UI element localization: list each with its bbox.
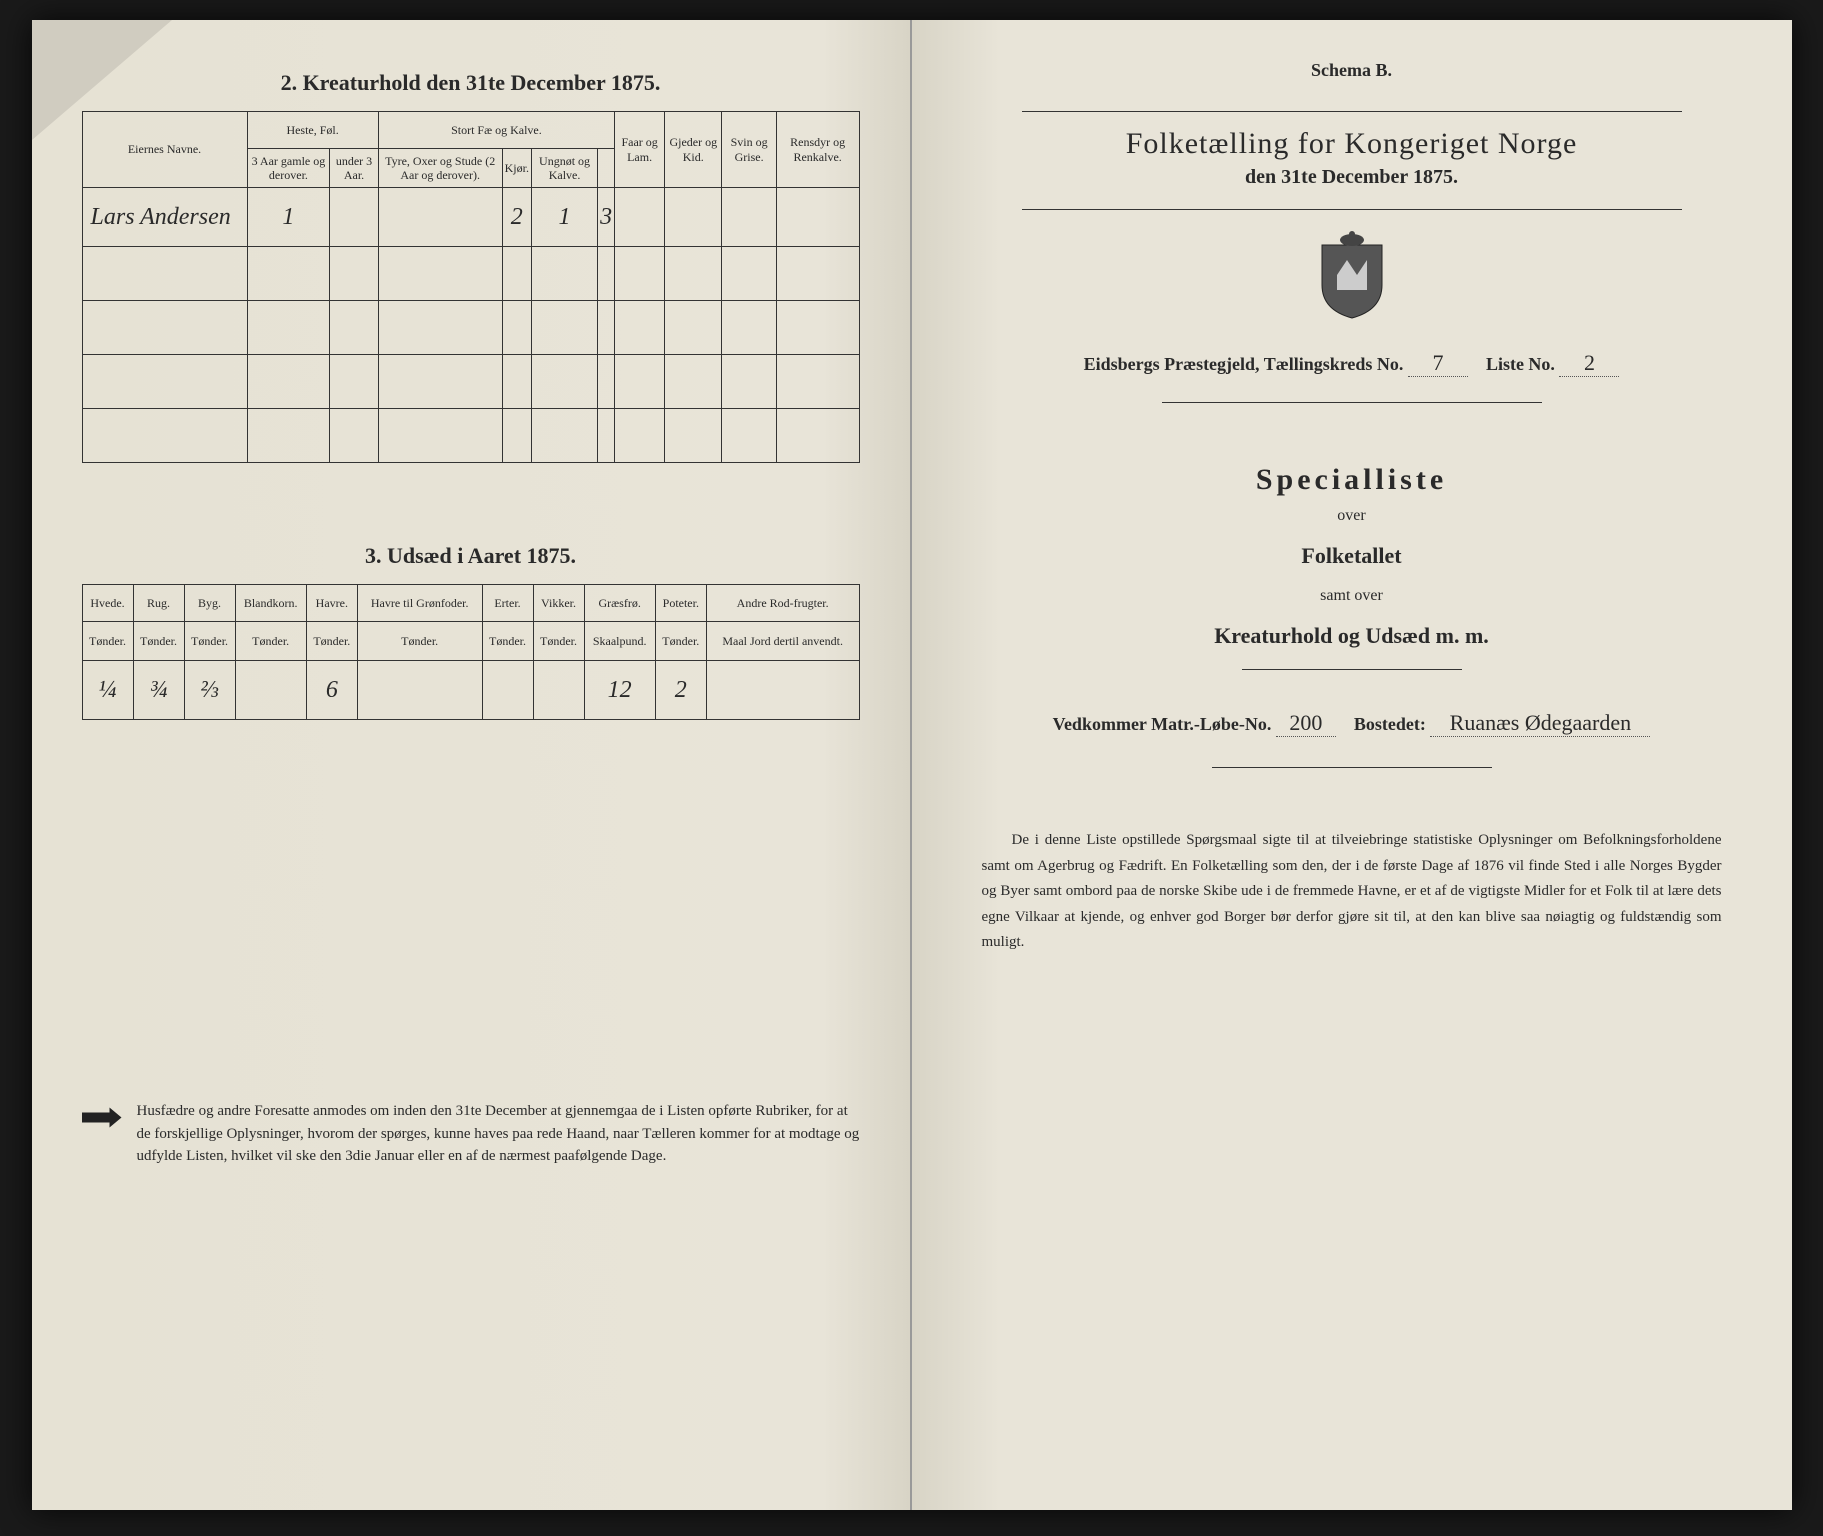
matr-line: Vedkommer Matr.-Løbe-No. 200 Bostedet: R… [962,710,1742,737]
t3u5: Tønder. [357,622,482,661]
t3u6: Tønder. [482,622,533,661]
sub-h6 [598,149,615,188]
cell-2 [378,188,502,247]
census-title: Folketælling for Kongeriget Norge [962,127,1742,161]
cell-5: 3 [598,188,615,247]
folketallet-label: Folketallet [962,543,1742,569]
parish-no: 7 [1408,350,1468,377]
t3h10: Andre Rod-frugter. [706,585,859,622]
census-date: den 31te December 1875. [962,166,1742,189]
rule-4 [1242,669,1462,670]
schema-label: Schema B. [962,60,1742,81]
t3u1: Tønder. [133,622,184,661]
left-footnote: Husfædre og andre Foresatte anmodes om i… [82,1100,860,1168]
t3u10: Maal Jord dertil anvendt. [706,622,859,661]
t3v10 [706,661,859,720]
rule-top [1022,111,1682,112]
t3h0: Hvede. [82,585,133,622]
t3v4: 6 [306,661,357,720]
col-goats: Gjeder og Kid. [665,112,722,188]
t3u7: Tønder. [533,622,584,661]
t3v6 [482,661,533,720]
table3-title: 3. Udsæd i Aaret 1875. [82,543,860,569]
samt-label: samt over [962,587,1742,605]
t3h1: Rug. [133,585,184,622]
t3v7 [533,661,584,720]
rule-2 [1022,209,1682,210]
pointing-hand-icon [82,1105,122,1130]
sub-h5: Ungnøt og Kalve. [531,149,597,188]
sub-h1: 3 Aar gamle og derover. [247,149,330,188]
parish-line: Eidsbergs Præstegjeld, Tællingskreds No.… [962,350,1742,377]
list-no: 2 [1559,350,1619,377]
rule-5 [1212,767,1492,768]
matr-label: Vedkommer Matr.-Løbe-No. [1053,714,1272,734]
owner-name-cell: Lars Andersen [82,188,247,247]
footnote-text: Husfædre og andre Foresatte anmodes om i… [137,1100,860,1168]
t3h6: Erter. [482,585,533,622]
matr-no: 200 [1276,710,1336,737]
t3h5: Havre til Grønfoder. [357,585,482,622]
left-page: 2. Kreaturhold den 31te December 1875. E… [32,20,912,1510]
parish-label: Eidsbergs Præstegjeld, Tællingskreds No. [1084,354,1404,374]
t3v8: 12 [584,661,655,720]
t3h7: Vikker. [533,585,584,622]
t3v1: ¾ [133,661,184,720]
bostedet-value: Ruanæs Ødegaarden [1430,710,1650,737]
t3v5 [357,661,482,720]
table2-title: 2. Kreaturhold den 31te December 1875. [82,70,860,96]
coat-of-arms-icon [962,230,1742,325]
cell-4: 1 [531,188,597,247]
sowing-table: Hvede. Rug. Byg. Blandkorn. Havre. Havre… [82,584,860,720]
col-group-horses: Heste, Føl. [247,112,378,149]
t3v2: ⅔ [184,661,235,720]
t3h4: Havre. [306,585,357,622]
kreatur-label: Kreaturhold og Udsæd m. m. [962,623,1742,649]
t3v9: 2 [655,661,706,720]
sub-h3: Tyre, Oxer og Stude (2 Aar og derover). [378,149,502,188]
specialliste-title: Specialliste [962,463,1742,497]
rule-3 [1162,402,1542,403]
cell-3: 2 [502,188,531,247]
t3v3 [235,661,306,720]
cell-7 [665,188,722,247]
col-group-cattle: Stort Fæ og Kalve. [378,112,614,149]
cell-9 [776,188,859,247]
sub-h2: under 3 Aar. [330,149,378,188]
bostedet-label: Bostedet: [1354,714,1426,734]
t3u2: Tønder. [184,622,235,661]
t3v0: ¼ [82,661,133,720]
over-label: over [962,507,1742,525]
col-pigs: Svin og Grise. [722,112,776,188]
cell-0: 1 [247,188,330,247]
t3h8: Græsfrø. [584,585,655,622]
list-label: Liste No. [1486,354,1555,374]
sub-h4: Kjør. [502,149,531,188]
folded-corner [32,20,172,140]
right-page: Schema B. Folketælling for Kongeriget No… [912,20,1792,1510]
t3u0: Tønder. [82,622,133,661]
document-spread: 2. Kreaturhold den 31te December 1875. E… [32,20,1792,1510]
t3h2: Byg. [184,585,235,622]
col-sheep: Faar og Lam. [615,112,665,188]
col-reindeer: Rensdyr og Renkalve. [776,112,859,188]
t3h9: Poteter. [655,585,706,622]
t3h3: Blandkorn. [235,585,306,622]
t3u9: Tønder. [655,622,706,661]
cell-1 [330,188,378,247]
cell-6 [615,188,665,247]
t3u8: Skaalpund. [584,622,655,661]
t3u3: Tønder. [235,622,306,661]
livestock-table: Eiernes Navne. Heste, Føl. Stort Fæ og K… [82,111,860,463]
cell-8 [722,188,776,247]
t3u4: Tønder. [306,622,357,661]
instruction-paragraph: De i denne Liste opstillede Spørgsmaal s… [982,828,1722,956]
